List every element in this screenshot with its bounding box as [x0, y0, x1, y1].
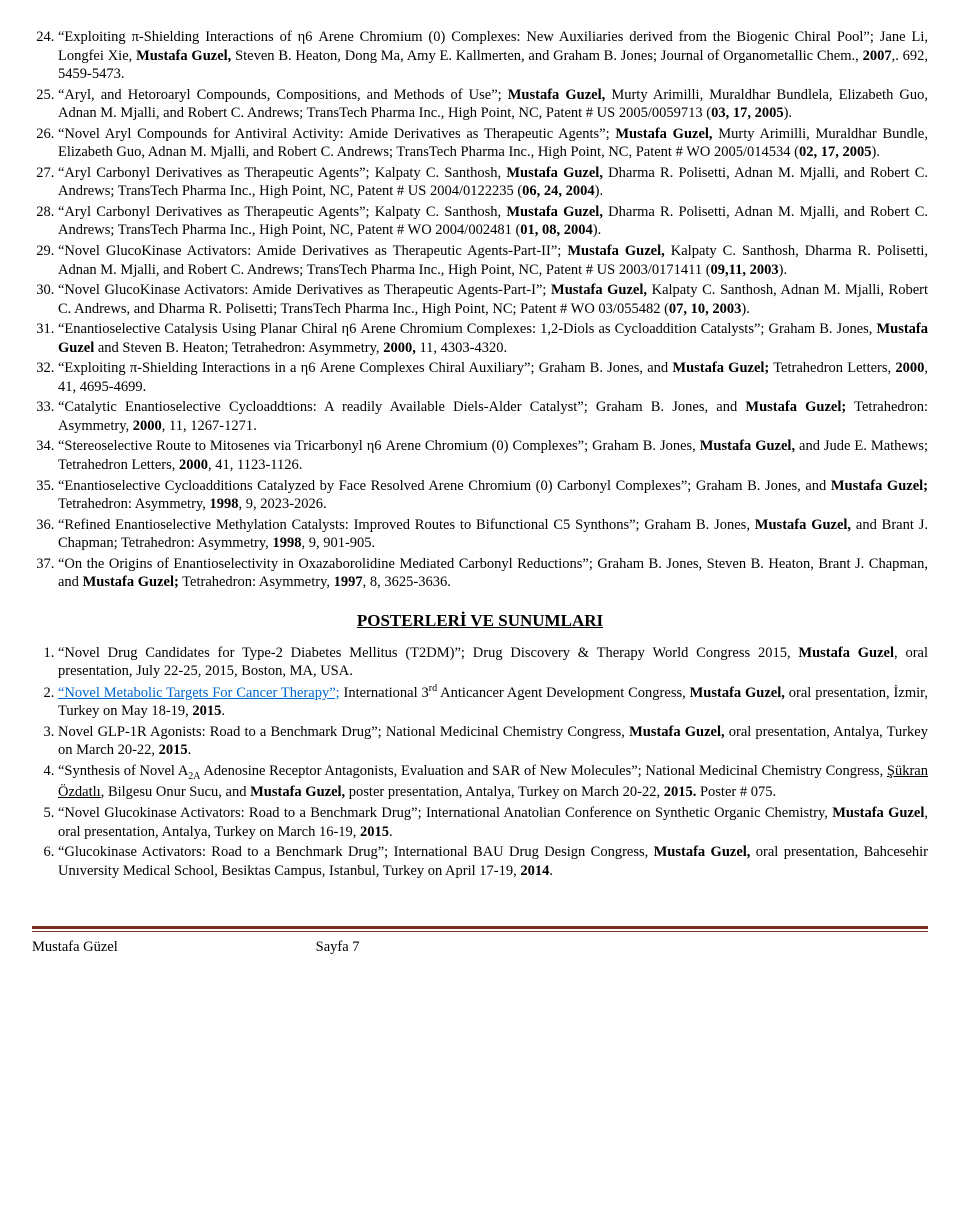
- footer-name: Mustafa Güzel: [32, 938, 312, 957]
- posters-list: “Novel Drug Candidates for Type-2 Diabet…: [32, 644, 928, 881]
- publication-item: “Enantioselective Cycloadditions Catalyz…: [58, 477, 928, 514]
- poster-item: “Synthesis of Novel A2A Adenosine Recept…: [58, 762, 928, 802]
- poster-item: “Glucokinase Activators: Road to a Bench…: [58, 843, 928, 880]
- poster-item: “Novel Drug Candidates for Type-2 Diabet…: [58, 644, 928, 681]
- publication-item: “Novel GlucoKinase Activators: Amide Der…: [58, 281, 928, 318]
- footer-divider: [32, 926, 928, 932]
- page-footer: Mustafa Güzel Sayfa 7: [32, 936, 928, 959]
- publication-item: “Aryl, and Hetoroaryl Compounds, Composi…: [58, 86, 928, 123]
- poster-item: Novel GLP-1R Agonists: Road to a Benchma…: [58, 723, 928, 760]
- publication-item: “Aryl Carbonyl Derivatives as Therapeuti…: [58, 164, 928, 201]
- poster-item: “Novel Glucokinase Activators: Road to a…: [58, 804, 928, 841]
- publications-list: “Exploiting π-Shielding Interactions of …: [32, 28, 928, 592]
- publication-item: “On the Origins of Enantioselectivity in…: [58, 555, 928, 592]
- poster-item: “Novel Metabolic Targets For Cancer Ther…: [58, 683, 928, 721]
- publication-item: “Catalytic Enantioselective Cycloaddtion…: [58, 398, 928, 435]
- footer-page: Sayfa 7: [316, 939, 360, 955]
- publication-item: “Novel GlucoKinase Activators: Amide Der…: [58, 242, 928, 279]
- section-heading: POSTERLERİ VE SUNUMLARI: [32, 610, 928, 632]
- publication-item: “Exploiting π-Shielding Interactions in …: [58, 359, 928, 396]
- publication-item: “Novel Aryl Compounds for Antiviral Acti…: [58, 125, 928, 162]
- publication-item: “Enantioselective Catalysis Using Planar…: [58, 320, 928, 357]
- publication-item: “Refined Enantioselective Methylation Ca…: [58, 516, 928, 553]
- publication-item: “Exploiting π-Shielding Interactions of …: [58, 28, 928, 84]
- publication-item: “Aryl Carbonyl Derivatives as Therapeuti…: [58, 203, 928, 240]
- publication-item: “Stereoselective Route to Mitosenes via …: [58, 437, 928, 474]
